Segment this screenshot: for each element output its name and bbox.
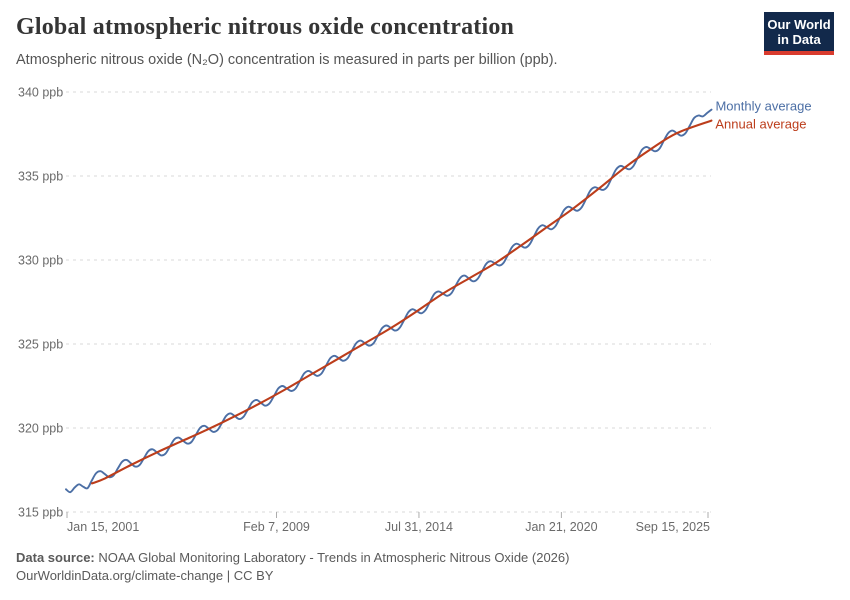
chart-subtitle: Atmospheric nitrous oxide (N₂O) concentr… <box>16 51 558 68</box>
data-source-label: Data source: <box>16 550 95 565</box>
y-tick-label: 330 ppb <box>18 254 63 268</box>
n2o-line-chart: 315 ppb 320 ppb 325 ppb 330 ppb 335 ppb 340 p… <box>18 86 812 535</box>
chart-title: Global atmospheric nitrous oxide concent… <box>16 14 515 40</box>
x-tick-label: Sep 15, 2025 <box>636 520 710 534</box>
y-tick-label: 335 ppb <box>18 170 63 184</box>
x-tick-label: Feb 7, 2009 <box>243 520 310 534</box>
series-label-annual-average[interactable]: Annual average <box>715 117 806 132</box>
y-tick-label: 320 ppb <box>18 422 63 436</box>
monthly-average-line <box>65 108 713 494</box>
x-tick-label: Jan 15, 2001 <box>67 520 139 534</box>
data-source-text: NOAA Global Monitoring Laboratory - Tren… <box>94 550 570 565</box>
owid-logo[interactable]: Our World in Data <box>764 12 834 55</box>
y-tick-label: 315 ppb <box>18 506 63 520</box>
owid-logo-line1: Our World <box>767 17 831 32</box>
owid-logo-line2: in Data <box>777 32 821 47</box>
annual-average-line <box>90 119 713 485</box>
chart-header: Global atmospheric nitrous oxide concent… <box>16 14 750 69</box>
x-tick-label: Jan 21, 2020 <box>525 520 597 534</box>
license-line: OurWorldinData.org/climate-change | CC B… <box>16 568 274 583</box>
y-tick-label: 340 ppb <box>18 86 63 100</box>
y-tick-label: 325 ppb <box>18 338 63 352</box>
series-label-monthly-average[interactable]: Monthly average <box>715 99 811 114</box>
x-tick-label: Jul 31, 2014 <box>385 520 453 534</box>
data-source-line: Data source: NOAA Global Monitoring Labo… <box>16 549 569 567</box>
chart-footer: Data source: NOAA Global Monitoring Labo… <box>16 549 569 585</box>
